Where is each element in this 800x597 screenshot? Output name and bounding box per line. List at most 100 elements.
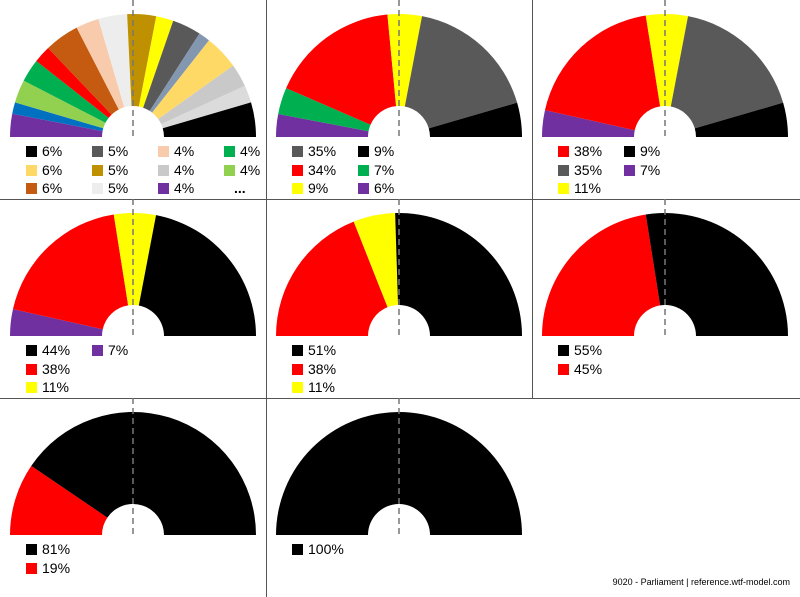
legend-item: 4% [224,143,294,161]
slice-2 [278,88,371,132]
semicircle-svg [276,398,522,535]
legend-swatch [224,146,235,157]
legend-label: 4% [174,143,195,159]
legend-swatch [292,146,303,157]
legend-swatch [558,146,569,157]
semicircle-svg [10,199,256,336]
legend-item: 19% [26,560,96,578]
legend-item: 7% [624,162,694,180]
legend-item: 6% [26,162,96,180]
legend-label: 4% [174,180,195,196]
legend-item: 34% [292,162,362,180]
legend-item: 11% [292,379,362,397]
legend-swatch [26,146,37,157]
parliament-chart-6: 55% 45% [532,199,798,398]
legend-label: 5% [108,143,129,159]
slice-3 [113,213,157,306]
legend-label: 7% [374,161,395,178]
legend-item: 11% [26,379,96,397]
legend-label: 4% [240,161,261,178]
legend-swatch [26,345,37,356]
legend-item: 4% [158,162,228,180]
legend-item: 51% [292,342,362,360]
slice-6 [428,102,522,137]
slice-14 [158,65,245,125]
legend-swatch [158,146,169,157]
legend-label: 9% [374,143,395,159]
legend-label: 7% [108,342,129,358]
slice-15 [161,85,252,129]
legend-item: 7% [358,162,428,180]
legend-label: 4% [174,161,195,178]
legend-item: 45% [558,361,628,379]
legend-swatch [358,183,369,194]
legend-item: 6% [26,180,96,198]
slice-11 [143,20,200,111]
legend-item: 38% [26,361,96,379]
legend-swatch [158,164,169,176]
slice-4 [670,16,784,129]
parliament-chart-5: 51% 38% 11% [266,199,532,398]
legend-label: 38% [42,360,71,377]
slice-2 [353,213,399,308]
semicircle-svg [542,0,788,137]
legend-item: 100% [292,541,362,559]
slice-12 [149,33,210,113]
slice-10 [138,16,174,108]
legend-item: 4% [224,162,294,180]
legend-swatch [558,164,569,176]
slice-2 [12,214,129,330]
legend-swatch [292,363,303,375]
legend-label: 9% [640,143,661,159]
parliament-chart-8: 100% [266,398,532,597]
legend-swatch [558,345,569,356]
legend-item: 7% [92,342,162,360]
legend-item: 4% [158,180,228,198]
legend-swatch [26,183,37,194]
legend-label: 11% [308,379,335,395]
legend-swatch [26,544,37,555]
slice-9 [127,14,157,107]
legend-item: 9% [292,180,362,198]
parliament-chart-7: 81% 19% [0,398,266,597]
legend-swatch [26,164,37,176]
slice-7 [76,18,125,110]
footer-credit: 9020 - Parliament | reference.wtf-model.… [612,577,790,587]
legend-label: 6% [42,143,63,159]
legend-item: ... [224,180,294,198]
legend-label: 6% [42,180,63,196]
slice-4 [138,215,256,336]
legend-label: 100% [308,541,344,557]
legend-item: 38% [558,143,628,161]
legend-label: 38% [574,143,603,159]
slice-5 [404,16,518,129]
legend-item: 5% [92,162,162,180]
legend-label: 6% [374,180,395,196]
legend-swatch [624,146,635,157]
legend-label: 11% [42,379,69,395]
slice-2 [645,213,788,336]
legend-item: 9% [358,143,428,161]
slice-3 [14,80,106,129]
legend-swatch [292,164,303,176]
slice-3 [395,213,522,336]
slice-5 [694,102,788,137]
legend-swatch [292,544,303,555]
legend-label: 51% [308,342,337,358]
legend-item: 5% [92,180,162,198]
legend-swatch [224,164,235,176]
legend-item: 4% [158,143,228,161]
semicircle-svg [542,199,788,336]
grid-divider [0,398,800,399]
parliament-chart-4: 44% 38% 11% 7% [0,199,266,398]
legend-label: 45% [574,360,603,377]
slice-3 [645,14,689,107]
parliament-chart-3: 38% 35% 11% 9% 7% [532,0,798,199]
legend-label: 81% [42,541,71,557]
legend-item: 5% [92,143,162,161]
legend-label: 35% [308,143,337,159]
legend-label: 55% [574,342,603,358]
legend-swatch [292,382,303,393]
legend-label: 9% [308,180,329,196]
